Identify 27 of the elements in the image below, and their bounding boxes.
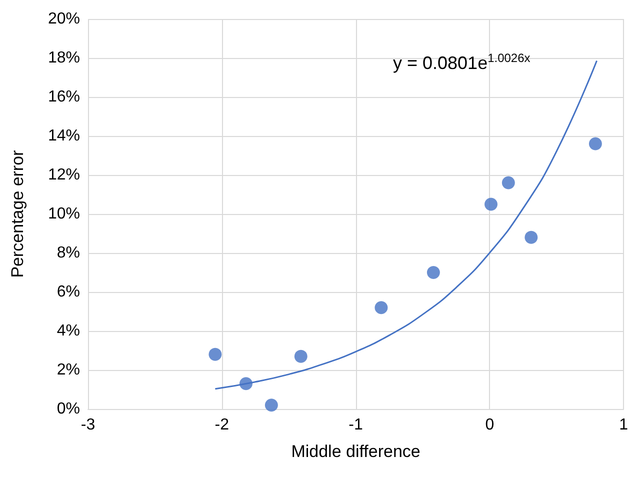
y-tick-label: 0% bbox=[56, 400, 80, 418]
y-tick-label: 12% bbox=[48, 166, 80, 184]
y-tick-label: 10% bbox=[48, 206, 80, 222]
x-axis-title: Middle difference bbox=[291, 442, 420, 461]
y-tick-label: 16% bbox=[48, 88, 80, 106]
x-tick-label: -3 bbox=[80, 416, 96, 434]
y-tick-label: 14% bbox=[48, 128, 80, 144]
y-tick-label: 4% bbox=[56, 322, 80, 340]
y-axis-title: Percentage error bbox=[8, 150, 27, 278]
x-tick-label: -1 bbox=[348, 416, 363, 434]
y-tick-label: 20% bbox=[48, 10, 80, 28]
point bbox=[208, 348, 222, 361]
point bbox=[588, 137, 602, 150]
x-tick-label: 0 bbox=[485, 416, 494, 434]
point bbox=[264, 398, 278, 412]
y-tick-label: 8% bbox=[56, 244, 80, 262]
y-tick-label: 6% bbox=[56, 284, 80, 300]
x-tick-label: 1 bbox=[619, 416, 628, 434]
y-tick-label: 18% bbox=[48, 50, 80, 66]
point bbox=[484, 198, 498, 211]
x-tick-label: -2 bbox=[214, 416, 230, 434]
y-tick-label: 2% bbox=[56, 362, 80, 378]
point bbox=[374, 301, 388, 314]
point bbox=[524, 230, 538, 244]
point bbox=[426, 266, 440, 279]
point bbox=[294, 350, 308, 363]
point bbox=[502, 176, 515, 190]
